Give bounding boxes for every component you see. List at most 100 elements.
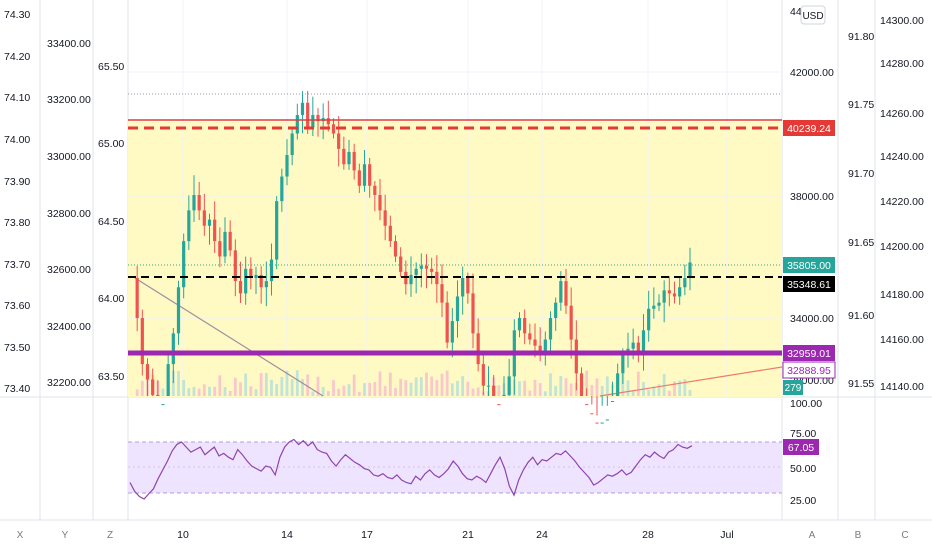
candle-body xyxy=(352,151,356,171)
trend-line-up[interactable] xyxy=(599,366,783,397)
volume-bar xyxy=(683,379,687,396)
candle-body xyxy=(636,342,640,352)
scale-button-b[interactable]: B xyxy=(855,530,862,541)
left-axis-2[interactable]: 33400.00 33200.00 33000.00 32800.00 32600.00… xyxy=(47,38,91,389)
right-axis-3[interactable]: 14300.00 14280.00 14260.00 14240.00 14220.00… xyxy=(880,15,924,393)
volume-bar xyxy=(254,389,258,396)
volume-bar xyxy=(270,379,273,396)
right-axis-2[interactable]: 91.80 91.75 91.70 91.65 91.60 91.55 xyxy=(848,31,874,390)
candle-body xyxy=(306,102,310,128)
badge-purple-2: 32888.95 xyxy=(782,361,836,379)
volume-bar xyxy=(233,377,237,396)
candle-body xyxy=(264,281,268,288)
rsi-axis[interactable]: 100.00 75.00 50.00 25.00 xyxy=(790,398,822,507)
left-axis-1[interactable]: 74.30 74.20 74.10 74.00 73.90 73.80 73.70 73.60… xyxy=(4,9,30,395)
badge-black-text: 35348.61 xyxy=(787,279,831,291)
rsi-line[interactable] xyxy=(129,438,693,500)
scale-button-y[interactable]: Y xyxy=(62,530,69,541)
candle-body xyxy=(233,250,237,282)
time-axis-label: 17 xyxy=(361,529,373,541)
scale-button-a[interactable]: A xyxy=(809,530,816,541)
candle-body xyxy=(362,164,367,186)
candle-body xyxy=(497,404,501,406)
volume-bar xyxy=(419,377,423,396)
candle-body xyxy=(197,195,201,211)
candle-body xyxy=(631,342,635,349)
volume-bar xyxy=(140,380,144,396)
left-axis-3-tick: 65.50 xyxy=(98,61,124,73)
candle-body xyxy=(378,195,382,211)
scale-button-z[interactable]: Z xyxy=(107,530,113,541)
volume-bar xyxy=(342,385,346,396)
scale-button-x[interactable]: X xyxy=(17,530,24,541)
volume-bar xyxy=(347,384,351,396)
volume-bar xyxy=(662,374,666,396)
left-axis-2-tick: 32400.00 xyxy=(47,321,91,333)
scale-button-c[interactable]: C xyxy=(901,530,908,541)
right-axis-2-tick: 91.75 xyxy=(848,99,874,111)
volume-bar xyxy=(585,370,589,396)
volume-bar xyxy=(559,375,563,396)
time-axis-label: 24 xyxy=(536,529,548,541)
candle-body xyxy=(414,268,418,275)
right-axis-3-tick: 14300.00 xyxy=(880,15,924,27)
candle-body xyxy=(430,268,434,272)
volume-bar xyxy=(197,388,201,396)
time-axis-label: Jul xyxy=(720,529,733,541)
volume-bar xyxy=(652,386,656,396)
rsi-axis-tick: 50.00 xyxy=(790,463,816,475)
right-axis-3-tick: 14240.00 xyxy=(880,151,924,163)
candle-body xyxy=(244,268,248,294)
volume-bar xyxy=(435,380,439,396)
candle-body xyxy=(140,318,144,365)
left-axis-1-tick: 73.50 xyxy=(4,342,30,354)
volume-bar xyxy=(326,391,330,396)
volume-bar xyxy=(378,371,382,396)
left-axis-2-tick: 32600.00 xyxy=(47,264,91,276)
volume-bar xyxy=(259,373,263,396)
volume-bar xyxy=(518,381,521,396)
trend-line-down[interactable] xyxy=(134,277,324,397)
right-axis-2-tick: 91.60 xyxy=(848,310,874,322)
candle-body xyxy=(461,278,465,297)
candle-body xyxy=(275,201,279,260)
candle-body xyxy=(280,176,284,202)
candle-body xyxy=(600,422,604,424)
candle-body xyxy=(595,422,599,424)
volume-bar xyxy=(363,383,366,396)
left-axis-2-tick: 33200.00 xyxy=(47,94,91,106)
right-axis-1-tick: 38000.00 xyxy=(790,191,834,203)
candle-body xyxy=(569,305,573,340)
volume-bar xyxy=(414,377,418,396)
right-axis-1-tick: 42000.00 xyxy=(790,67,834,79)
volume-bar xyxy=(461,376,465,396)
volume-bar xyxy=(688,389,692,396)
time-axis[interactable]: 10 14 17 21 24 28 Jul xyxy=(177,529,734,541)
currency-button-bg[interactable] xyxy=(800,5,826,25)
volume-bar xyxy=(249,386,253,396)
currency-button[interactable]: USD xyxy=(802,11,823,22)
left-axis-3[interactable]: 65.50 65.00 64.50 64.00 63.50 xyxy=(98,61,124,383)
volume-bar xyxy=(404,380,408,396)
candle-body xyxy=(383,210,387,226)
candle-body xyxy=(486,385,491,387)
badge-red: 40239.24 xyxy=(783,120,835,136)
candle-body xyxy=(404,271,408,285)
candle-body xyxy=(657,302,661,306)
candle-body xyxy=(218,241,222,257)
badge-purple-1: 32959.01 xyxy=(783,345,835,361)
candle-body xyxy=(466,278,470,294)
right-axis-3-tick: 14180.00 xyxy=(880,289,924,301)
candle-body xyxy=(135,278,139,318)
right-axis-1[interactable]: 42000.00 38000.00 34000.00 xyxy=(790,67,834,325)
volume-bar xyxy=(239,382,242,396)
vertical-grid xyxy=(182,0,728,397)
candle-body xyxy=(290,133,294,156)
candle-body xyxy=(166,364,170,396)
volume-bar xyxy=(316,376,320,396)
left-axis-1-tick: 73.40 xyxy=(4,383,30,395)
candle-body xyxy=(652,305,656,309)
candle-body xyxy=(605,419,609,421)
